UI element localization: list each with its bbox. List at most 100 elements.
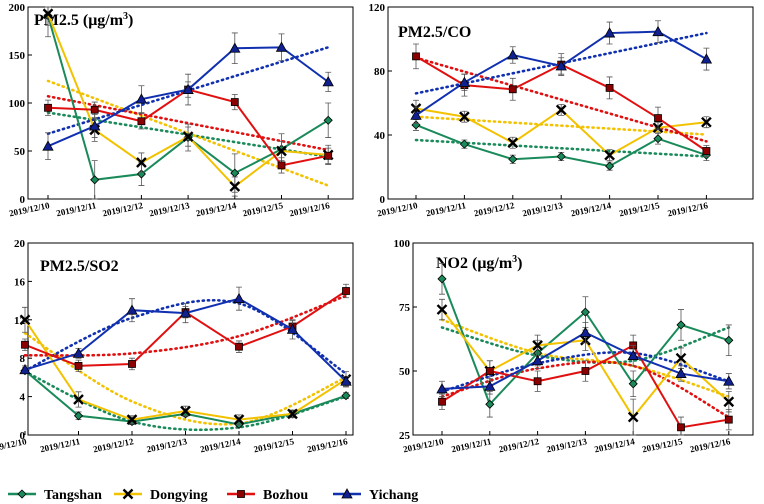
panel-2-point-yichang: [410, 109, 422, 120]
panel-3-point-dongying: [233, 414, 245, 425]
panel-4-point-dongying: [723, 396, 735, 408]
panel-1-ytick-label: 50: [14, 146, 26, 158]
panel-4-series-tangshan: [437, 263, 734, 418]
legend-label-tangshan: Tangshan: [44, 488, 102, 503]
panel-3-ytick-label: 20: [14, 238, 26, 250]
panel-2-point-yichang: [458, 76, 471, 87]
panel-2-point-bozhou: [412, 52, 420, 61]
panel-3-title: PM2.5/SO2: [40, 258, 119, 275]
legend-item-bozhou: Bozhou: [227, 488, 308, 503]
panel-3-point-dongying: [73, 394, 84, 405]
panel-2-title-main: PM2.5/CO: [398, 24, 471, 41]
panel-3-xtick-label: 2019/12/13: [146, 436, 189, 454]
legend-item-tangshan: Tangshan: [8, 488, 102, 503]
panel-3-title-main: PM2.5/SO2: [40, 258, 119, 275]
panel-4-xtick-label: 2019/12/15: [641, 436, 684, 454]
panel-1-xtick-label: 2019/12/13: [148, 200, 191, 218]
panel-1: 0 50 100 150 200 2019/12/10 2019/12/11 2019/12/…: [8, 2, 354, 218]
panel-3-xtick-label: 2019/12/10: [0, 436, 28, 454]
panel-4-point-tangshan: [628, 379, 638, 389]
panel-3-point-tangshan: [73, 411, 84, 421]
panel-2-point-bozhou: [702, 147, 711, 155]
panel-2-ytick-label: 40: [374, 130, 386, 142]
panel-2-xtick-label: 2019/12/11: [425, 200, 467, 218]
panel-3-point-tangshan: [341, 391, 351, 401]
panel-2-point-tangshan: [605, 161, 615, 171]
panel-1-point-yichang: [229, 42, 241, 53]
panel-1-point-dongying: [136, 157, 147, 168]
panel-4-point-dongying: [627, 411, 639, 423]
panel-2-point-yichang: [652, 25, 664, 37]
panel-1-title-main: PM2.5 (μg/m: [34, 12, 124, 29]
panel-2-point-yichang: [700, 53, 713, 64]
panel-4-point-bozhou: [581, 367, 590, 375]
panel-4-title-end: ): [517, 255, 522, 272]
panel-1-xtick-label: 2019/12/15: [242, 200, 285, 218]
panel-3-point-dongying: [287, 408, 298, 420]
panel-2-point-yichang: [507, 49, 519, 60]
legend-marker-yichang: [341, 488, 353, 499]
panel-3-point-yichang: [286, 323, 299, 334]
panel-3-point-yichang: [126, 304, 138, 315]
panel-1-point-bozhou: [277, 161, 286, 170]
panel-1-point-dongying: [276, 145, 287, 157]
panel-1-point-bozhou: [230, 98, 239, 106]
panel-4-point-yichang: [627, 349, 639, 361]
panel-3-trend-dongying: [23, 331, 348, 426]
panel-4-ytick-label: 100: [394, 238, 411, 250]
panel-1-title-end: ): [128, 12, 133, 29]
panel-1-series-yichang: [42, 32, 334, 161]
panel-3-point-bozhou: [74, 361, 83, 370]
panel-4-point-dongying: [675, 352, 687, 364]
legend-item-dongying: Dongying: [114, 488, 208, 503]
panel-2-point-tangshan: [556, 151, 566, 162]
panel-2-xtick-label: 2019/12/16: [667, 200, 710, 218]
legend-marker-tangshan: [17, 489, 27, 499]
panel-1-ytick-label: 200: [9, 2, 26, 14]
panel-2-point-tangshan: [653, 134, 663, 144]
panel-1-point-yichang: [322, 76, 334, 87]
panel-4-point-yichang: [531, 354, 544, 366]
panel-4-point-tangshan: [676, 320, 686, 330]
panel-2-point-dongying: [701, 116, 712, 128]
panel-1-point-bozhou: [137, 117, 146, 126]
panel-1-ytick-label: 100: [9, 98, 26, 110]
panel-4-xtick-label: 2019/12/14: [593, 436, 636, 454]
panel-4-trend-dongying: [440, 318, 731, 398]
panel-2-point-dongying: [507, 137, 519, 149]
panel-titles: PM2.5 (μg/m3) PM2.5/CO PM2.5/SO2 NO2 (μg…: [34, 11, 523, 275]
legend-label-dongying: Dongying: [150, 488, 208, 503]
panel-1-xtick-label: 2019/12/16: [288, 200, 331, 218]
panel-4-ytick-label: 75: [399, 302, 411, 314]
panel-2-title: PM2.5/CO: [398, 24, 471, 41]
legend-marker-bozhou: [237, 490, 245, 498]
panel-3-point-yichang: [19, 363, 31, 375]
panel-4-point-bozhou: [438, 397, 446, 406]
panel-2-ytick-label: 120: [369, 2, 386, 14]
panel-1-point-yichang: [275, 41, 288, 52]
panel-2-point-yichang: [555, 60, 567, 71]
panel-4-point-yichang: [723, 375, 735, 386]
legend-label-yichang: Yichang: [369, 488, 418, 503]
panel-2-xtick-label: 2019/12/14: [570, 200, 613, 218]
panel-4-point-bozhou: [677, 423, 685, 432]
panel-3-xtick-label: 2019/12/12: [92, 436, 135, 454]
panel-3-series-yichang: [19, 286, 352, 387]
panel-3-ytick-label: 0: [20, 430, 26, 442]
panel-3-point-yichang: [233, 292, 245, 304]
panel-3-trend-tangshan: [23, 370, 348, 432]
panel-1-ytick-label: 0: [20, 194, 26, 206]
panel-2-point-tangshan: [508, 154, 518, 164]
panel-3-point-yichang: [179, 307, 192, 318]
panel-3-point-bozhou: [342, 287, 350, 295]
panel-3-series-dongying: [19, 306, 352, 425]
panel-1-title-sup: 3: [123, 11, 128, 22]
panel-3-ytick-label: 4: [20, 392, 26, 404]
panel-4-point-yichang: [484, 380, 496, 391]
panel-4-point-dongying: [532, 340, 543, 351]
panel-1-xtick-label: 2019/12/11: [55, 200, 97, 218]
panel-4-point-bozhou: [724, 415, 733, 424]
panel-1-xtick-label: 2019/12/12: [102, 200, 145, 218]
